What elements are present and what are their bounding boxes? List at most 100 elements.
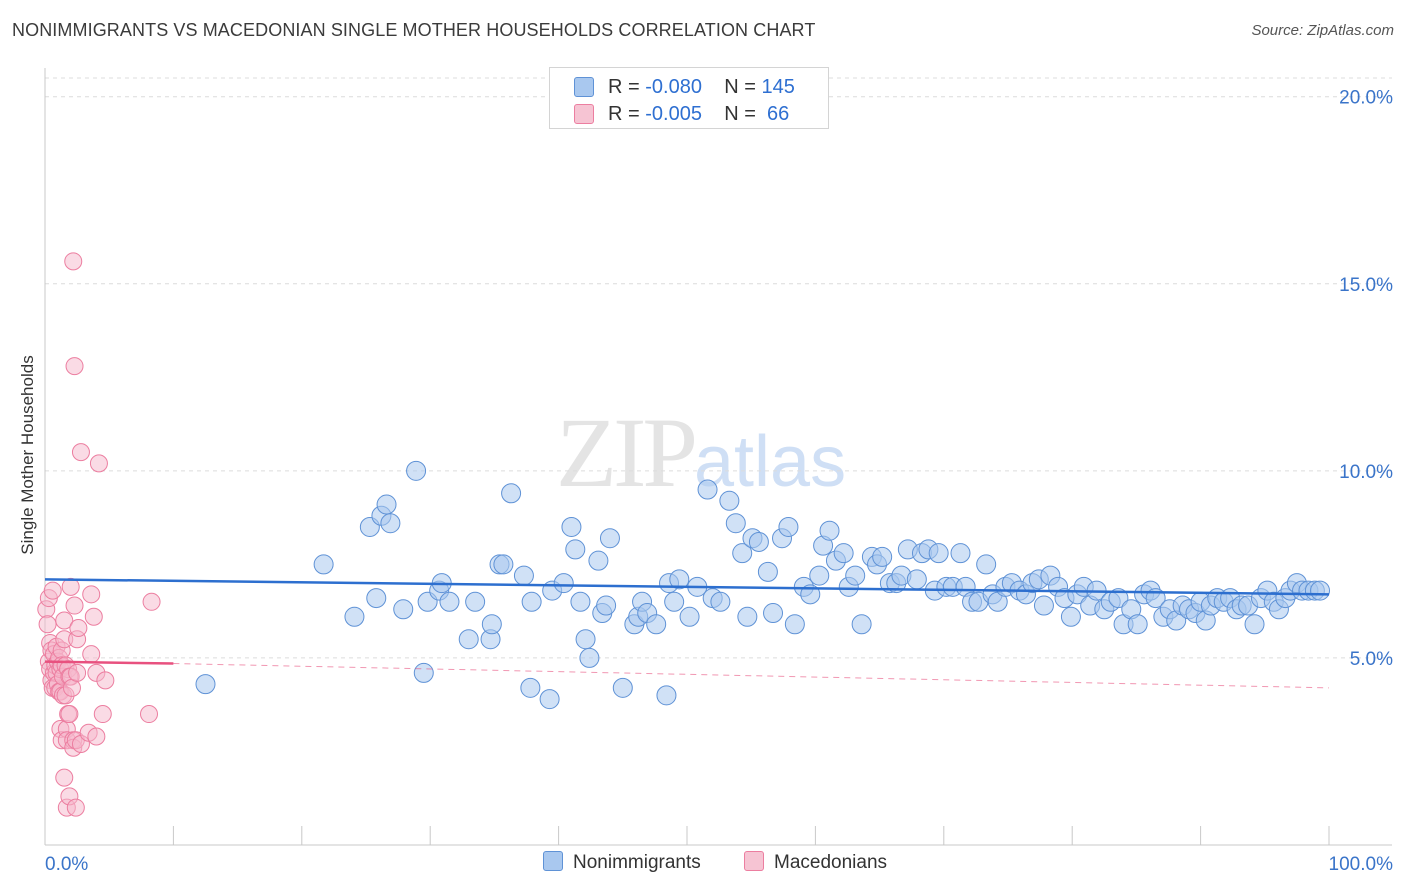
bottom-legend-label-nonimmigrants: Nonimmigrants (573, 852, 701, 873)
legend-n-value-1: 145 (761, 76, 795, 98)
macedonians-point-53 (69, 618, 88, 637)
legend-row-nonimmigrants: R = -0.080 N = 145 (550, 74, 828, 100)
bottom-legend-macedonians: Macedonians (744, 851, 887, 874)
macedonians-point-8 (43, 581, 62, 600)
nonimmigrants-point-20 (493, 554, 514, 575)
nonimmigrants-point-71 (845, 565, 866, 586)
nonimmigrants-point-23 (520, 677, 541, 698)
nonimmigrants-point-15 (458, 629, 479, 650)
nonimmigrants-point-65 (809, 565, 830, 586)
macedonians-point-49 (66, 798, 85, 817)
nonimmigrants-point-36 (599, 528, 620, 549)
nonimmigrants-point-31 (575, 629, 596, 650)
nonimmigrants-point-33 (588, 550, 609, 571)
legend-row-macedonians: R = -0.005 N = 66 (550, 101, 828, 127)
bottom-legend-nonimmigrants: Nonimmigrants (543, 851, 701, 874)
nonimmigrants-point-54 (732, 543, 753, 564)
nonimmigrants-point-67 (819, 520, 840, 541)
chart-title: NONIMMIGRANTS VS MACEDONIAN SINGLE MOTHE… (12, 20, 816, 40)
nonimmigrants-point-91 (976, 554, 997, 575)
macedonians-point-46 (64, 252, 83, 271)
nonimmigrants-point-111 (1108, 588, 1129, 609)
nonimmigrants-point-87 (950, 543, 971, 564)
nonimmigrants-point-46 (669, 569, 690, 590)
x-tick-label-0: 0.0% (45, 854, 88, 875)
nonimmigrants-point-144 (1310, 580, 1331, 601)
y-tick-label-3: 20.0% (1339, 88, 1393, 109)
nonimmigrants-point-9 (406, 460, 427, 481)
nonimmigrants-point-47 (679, 606, 700, 627)
watermark: ZIPatlas (556, 395, 846, 510)
nonimmigrants-point-84 (928, 543, 949, 564)
legend-r-label-1: R = (608, 76, 646, 98)
macedonians-point-28 (55, 611, 74, 630)
nonimmigrants-point-16 (465, 591, 486, 612)
macedonians-point-62 (89, 454, 108, 473)
macedonians-point-58 (82, 645, 101, 664)
macedonians-trend-line (44, 660, 174, 665)
nonimmigrants-point-32 (579, 647, 600, 668)
nonimmigrants-point-133 (1244, 614, 1265, 635)
nonimmigrants-point-22 (513, 565, 534, 586)
x-tick-label-1: 100.0% (1329, 854, 1394, 875)
bottom-legend-label-macedonians: Macedonians (774, 852, 888, 873)
nonimmigrants-point-62 (784, 614, 805, 635)
macedonians-point-51 (68, 663, 87, 682)
nonimmigrants-point-55 (737, 606, 758, 627)
nonimmigrants-point-10 (413, 662, 434, 683)
nonimmigrants-point-100 (1033, 595, 1054, 616)
nonimmigrants-point-0 (195, 674, 216, 695)
watermark-atlas: atlas (694, 422, 847, 502)
nonimmigrants-point-52 (719, 490, 740, 511)
nonimmigrants-point-7 (380, 513, 401, 534)
nonimmigrants-point-1 (313, 554, 334, 575)
nonimmigrants-point-27 (553, 573, 574, 594)
macedonians-trend-extension (173, 663, 1330, 689)
legend-n-label-1: N = (724, 76, 762, 98)
legend-swatch-blue (574, 77, 594, 97)
nonimmigrants-point-24 (521, 591, 542, 612)
nonimmigrants-point-43 (656, 685, 677, 706)
y-axis-label: Single Mother Households (18, 355, 37, 555)
nonimmigrants-point-25 (539, 689, 560, 710)
y-tick-label-2: 15.0% (1339, 275, 1393, 296)
macedonians-point-59 (84, 607, 103, 626)
nonimmigrants-point-58 (757, 561, 778, 582)
nonimmigrants-trend-line (44, 578, 1330, 596)
nonimmigrants-point-104 (1060, 606, 1081, 627)
nonimmigrants-point-29 (565, 539, 586, 560)
nonimmigrants-point-61 (778, 516, 799, 537)
nonimmigrants-point-4 (366, 588, 387, 609)
macedonians-point-66 (142, 592, 161, 611)
macedonians-point-39 (60, 705, 79, 724)
macedonians-point-64 (96, 671, 115, 690)
legend-r-label-2: R = (608, 103, 646, 125)
macedonians-point-63 (93, 705, 112, 724)
nonimmigrants-point-37 (612, 677, 633, 698)
nonimmigrants-point-18 (481, 614, 502, 635)
legend-swatch-pink (574, 104, 594, 124)
watermark-zip: ZIP (556, 397, 698, 508)
nonimmigrants-point-30 (570, 591, 591, 612)
legend-n-label-2: N = (724, 103, 762, 125)
source-label: Source: ZipAtlas.com (1251, 22, 1394, 39)
nonimmigrants-point-114 (1127, 614, 1148, 635)
macedonians-point-57 (82, 585, 101, 604)
correlation-legend: R = -0.080 N = 145 R = -0.005 N = 66 (549, 67, 829, 129)
nonimmigrants-point-80 (906, 569, 927, 590)
nonimmigrants-point-14 (439, 591, 460, 612)
nonimmigrants-point-21 (501, 483, 522, 504)
legend-r-value-1: -0.080 (645, 76, 702, 98)
nonimmigrants-point-57 (748, 531, 769, 552)
nonimmigrants-point-28 (561, 516, 582, 537)
macedonians-point-43 (62, 678, 81, 697)
nonimmigrants-point-51 (710, 591, 731, 612)
nonimmigrants-point-69 (833, 543, 854, 564)
nonimmigrants-point-6 (376, 494, 397, 515)
nonimmigrants-point-42 (646, 614, 667, 635)
macedonians-point-41 (61, 577, 80, 596)
bottom-legend-swatch-blue (543, 851, 563, 871)
nonimmigrants-point-75 (872, 546, 893, 567)
nonimmigrants-point-72 (851, 614, 872, 635)
